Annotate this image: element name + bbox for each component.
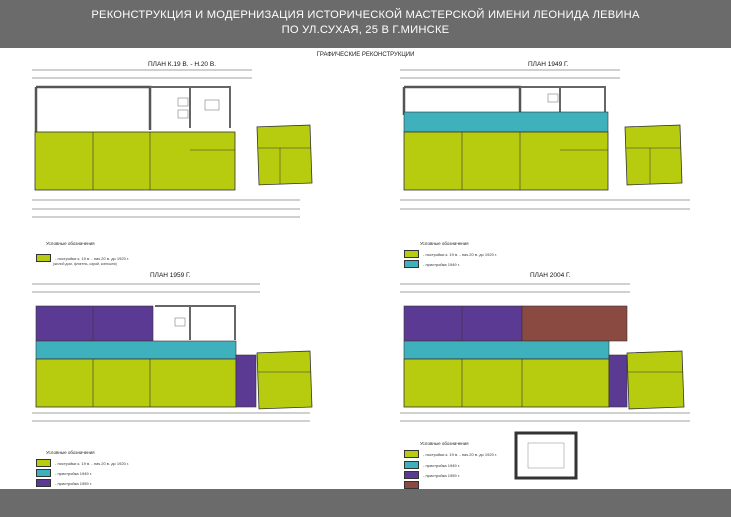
legend-4-item-c19: - постройки к. 19 в. - нач.20 в. до 1920… xyxy=(404,450,497,458)
legend-1-c19-label: - постройки к. 19 в. - нач.20 в. до 1920… xyxy=(55,255,129,261)
legend-2-item-1949: - пристройка 1949 г. xyxy=(404,260,460,268)
legend-2-c19-label: - постройки к. 19 в. - нач.20 в. до 1920… xyxy=(423,251,497,257)
legend-4-item-1949: - пристройка 1949 г. xyxy=(404,461,460,469)
legend-1-title: Условные обозначения xyxy=(46,241,95,246)
legend-2-title: Условные обозначения xyxy=(420,241,469,246)
title-line-1: РЕКОНСТРУКЦИЯ И МОДЕРНИЗАЦИЯ ИСТОРИЧЕСКО… xyxy=(91,9,640,21)
legend-3-1959-label: - пристройка 1959 г. xyxy=(55,480,92,486)
swatch-green xyxy=(36,459,51,467)
swatch-purple xyxy=(404,471,419,479)
swatch-cyan xyxy=(404,461,419,469)
legend-4-1949-label: - пристройка 1949 г. xyxy=(423,462,460,468)
legend-4-item-2004 xyxy=(404,481,423,489)
legend-3-title: Условные обозначения xyxy=(46,450,95,455)
swatch-purple xyxy=(36,479,51,487)
legend-3-1949-label: - пристройка 1949 г. xyxy=(55,470,92,476)
swatch-green xyxy=(36,254,51,262)
swatch-cyan xyxy=(36,469,51,477)
legend-4-item-1959: - пристройка 1959 г. xyxy=(404,471,460,479)
title-line-2: ПО УЛ.СУХАЯ, 25 В Г.МИНСКЕ xyxy=(281,24,450,36)
legend-4-1959-label: - пристройка 1959 г. xyxy=(423,472,460,478)
swatch-brown xyxy=(404,481,419,489)
legend-3-c19-label: - постройки к. 19 в. - нач.20 в. до 1920… xyxy=(55,460,129,466)
swatch-green xyxy=(404,450,419,458)
legend-1-c19-note: (жилой дом, флигель, сарай, конюшня) xyxy=(53,262,117,266)
legend-3-item-1959: - пристройка 1959 г. xyxy=(36,479,92,487)
title-bar: РЕКОНСТРУКЦИЯ И МОДЕРНИЗАЦИЯ ИСТОРИЧЕСКО… xyxy=(0,0,731,48)
footer-bar xyxy=(0,489,731,517)
section-subtitle: ГРАФИЧЕСКИЕ РЕКОНСТРУКЦИИ xyxy=(316,52,415,58)
legend-2-1949-label: - пристройка 1949 г. xyxy=(423,261,460,267)
swatch-cyan xyxy=(404,260,419,268)
legend-1-item-c19: - постройки к. 19 в. - нач.20 в. до 1920… xyxy=(36,254,129,262)
legend-4-c19-label: - постройки к. 19 в. - нач.20 в. до 1920… xyxy=(423,451,497,457)
plan-1-title: ПЛАН К.19 В. - Н.20 В. xyxy=(148,61,216,68)
legend-4-title: Условные обозначения xyxy=(420,441,469,446)
legend-3-item-1949: - пристройка 1949 г. xyxy=(36,469,92,477)
legend-3-item-c19: - постройки к. 19 в. - нач.20 в. до 1920… xyxy=(36,459,129,467)
swatch-green xyxy=(404,250,419,258)
legend-2-item-c19: - постройки к. 19 в. - нач.20 в. до 1920… xyxy=(404,250,497,258)
plan-4-title: ПЛАН 2004 Г. xyxy=(530,272,571,279)
plan-3-title: ПЛАН 1959 Г. xyxy=(150,272,191,279)
plan-2-title: ПЛАН 1949 Г. xyxy=(528,61,569,68)
